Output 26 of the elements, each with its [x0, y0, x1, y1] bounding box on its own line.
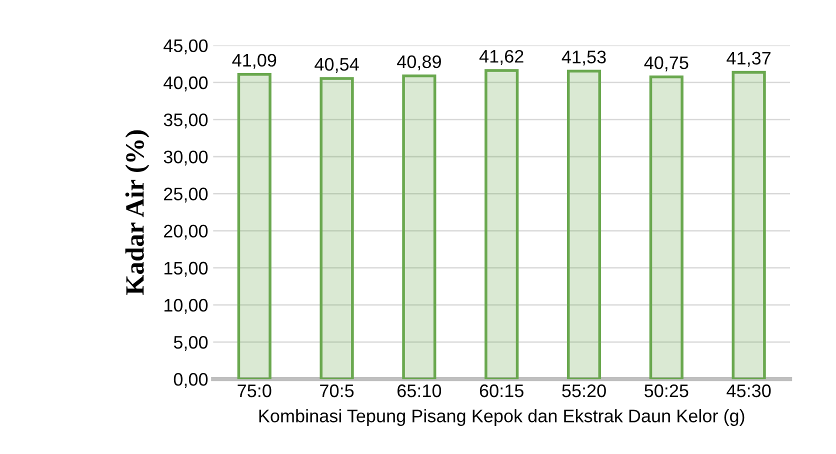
x-tick-label: 45:30 [726, 384, 771, 398]
y-tick-label: 30,00 [164, 150, 208, 166]
y-tick-label: 45,00 [164, 39, 208, 54]
y-tick-label: 15,00 [164, 262, 208, 277]
y-tick-label: 0,00 [174, 373, 208, 388]
data-label: 41,53 [562, 50, 606, 66]
data-label: 40,89 [397, 55, 441, 70]
y-tick-label: 5,00 [174, 336, 208, 351]
y-tick-label: 40,00 [164, 76, 208, 92]
x-tick-label: 70:5 [320, 384, 354, 398]
data-label: 40,75 [644, 56, 688, 72]
y-tick-label: 25,00 [164, 188, 208, 203]
x-tick-label: 65:10 [398, 384, 442, 398]
x-tick-label: 60:15 [480, 384, 524, 398]
x-tick-label: 55:20 [562, 384, 606, 398]
data-label: 41,62 [479, 50, 524, 65]
x-axis-title: Kombinasi Tepung Pisang Kepok dan Ekstrak Daun Kelor (g) [259, 409, 744, 426]
y-tick-label: 10,00 [164, 298, 208, 314]
y-tick-label: 35,00 [164, 113, 208, 128]
x-tick-label: 50:25 [644, 384, 688, 398]
x-tick-label: 75:0 [238, 384, 272, 398]
y-axis-title: Kadar Air (%) [125, 130, 150, 295]
y-tick-label: 20,00 [164, 224, 208, 240]
data-label: 41,09 [232, 54, 276, 69]
data-label: 41,37 [726, 52, 771, 67]
data-label: 40,54 [314, 58, 359, 73]
